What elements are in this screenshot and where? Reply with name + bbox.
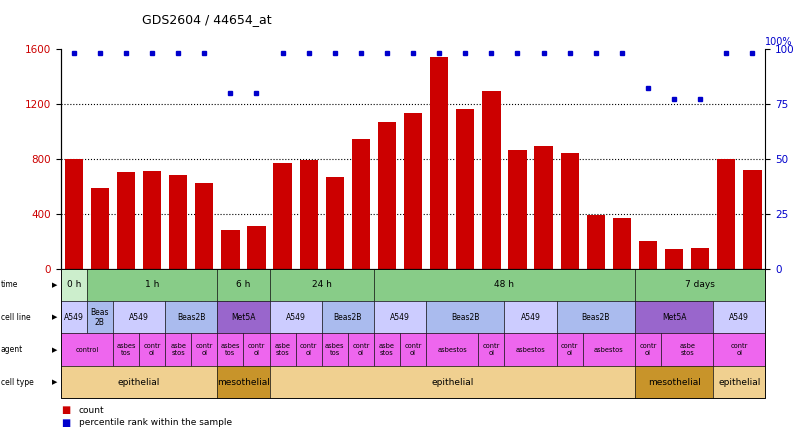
Text: 100%: 100% — [765, 37, 793, 47]
Text: asbes
tos: asbes tos — [325, 343, 344, 356]
Text: time: time — [1, 280, 18, 289]
Text: asbes
tos: asbes tos — [220, 343, 240, 356]
Text: A549: A549 — [64, 313, 83, 322]
Text: Beas2B: Beas2B — [451, 313, 480, 322]
Bar — [639, 241, 657, 269]
Text: epithelial: epithelial — [118, 377, 160, 387]
Bar — [717, 159, 735, 269]
Text: 24 h: 24 h — [312, 280, 331, 289]
Bar — [482, 91, 501, 269]
Text: asbe
stos: asbe stos — [170, 343, 186, 356]
Text: agent: agent — [1, 345, 23, 354]
Bar — [274, 163, 292, 269]
Text: ▶: ▶ — [53, 347, 58, 353]
Text: 0 h: 0 h — [66, 280, 81, 289]
Text: A549: A549 — [129, 313, 149, 322]
Text: A549: A549 — [286, 313, 305, 322]
Text: Beas2B: Beas2B — [334, 313, 362, 322]
Text: asbestos: asbestos — [516, 347, 545, 353]
Text: ▶: ▶ — [53, 282, 58, 288]
Bar — [221, 230, 240, 269]
Text: mesothelial: mesothelial — [648, 377, 701, 387]
Bar — [561, 153, 579, 269]
Bar — [535, 147, 552, 269]
Text: asbe
stos: asbe stos — [679, 343, 695, 356]
Text: cell line: cell line — [1, 313, 31, 322]
Text: asbestos: asbestos — [594, 347, 624, 353]
Text: contr
ol: contr ol — [195, 343, 213, 356]
Text: ■: ■ — [61, 418, 70, 428]
Text: count: count — [79, 406, 104, 415]
Text: Met5A: Met5A — [662, 313, 686, 322]
Bar — [91, 187, 109, 269]
Bar — [143, 171, 161, 269]
Text: Beas2B: Beas2B — [177, 313, 206, 322]
Bar — [509, 151, 526, 269]
Text: contr
ol: contr ol — [731, 343, 748, 356]
Text: control: control — [75, 347, 99, 353]
Text: asbestos: asbestos — [437, 347, 467, 353]
Text: Met5A: Met5A — [231, 313, 256, 322]
Text: contr
ol: contr ol — [561, 343, 578, 356]
Text: ■: ■ — [61, 405, 70, 415]
Text: epithelial: epithelial — [431, 377, 473, 387]
Text: 7 days: 7 days — [685, 280, 715, 289]
Text: asbe
stos: asbe stos — [275, 343, 291, 356]
Text: epithelial: epithelial — [718, 377, 761, 387]
Bar — [691, 248, 710, 269]
Text: asbe
stos: asbe stos — [379, 343, 395, 356]
Text: contr
ol: contr ol — [483, 343, 500, 356]
Text: 48 h: 48 h — [494, 280, 514, 289]
Text: contr
ol: contr ol — [352, 343, 369, 356]
Bar — [169, 175, 187, 269]
Text: percentile rank within the sample: percentile rank within the sample — [79, 418, 232, 427]
Text: Beas2B: Beas2B — [582, 313, 610, 322]
Text: contr
ol: contr ol — [248, 343, 265, 356]
Bar — [430, 57, 448, 269]
Bar — [377, 122, 396, 269]
Bar — [352, 139, 370, 269]
Text: 6 h: 6 h — [237, 280, 250, 289]
Bar — [117, 172, 135, 269]
Text: A549: A549 — [521, 313, 540, 322]
Bar — [300, 160, 318, 269]
Text: mesothelial: mesothelial — [217, 377, 270, 387]
Bar — [65, 159, 83, 269]
Text: contr
ol: contr ol — [300, 343, 318, 356]
Bar — [586, 215, 605, 269]
Bar — [326, 177, 344, 269]
Bar — [744, 170, 761, 269]
Text: asbes
tos: asbes tos — [117, 343, 136, 356]
Text: contr
ol: contr ol — [404, 343, 422, 356]
Bar — [665, 250, 683, 269]
Text: cell type: cell type — [1, 377, 33, 387]
Bar — [612, 218, 631, 269]
Bar — [456, 109, 475, 269]
Text: A549: A549 — [730, 313, 749, 322]
Text: 1 h: 1 h — [145, 280, 160, 289]
Bar — [247, 226, 266, 269]
Bar — [404, 113, 422, 269]
Text: contr
ol: contr ol — [639, 343, 657, 356]
Bar — [195, 183, 213, 269]
Text: Beas
2B: Beas 2B — [91, 308, 109, 327]
Text: A549: A549 — [390, 313, 410, 322]
Text: contr
ol: contr ol — [143, 343, 161, 356]
Text: ▶: ▶ — [53, 314, 58, 320]
Text: GDS2604 / 44654_at: GDS2604 / 44654_at — [142, 13, 271, 26]
Text: ▶: ▶ — [53, 379, 58, 385]
